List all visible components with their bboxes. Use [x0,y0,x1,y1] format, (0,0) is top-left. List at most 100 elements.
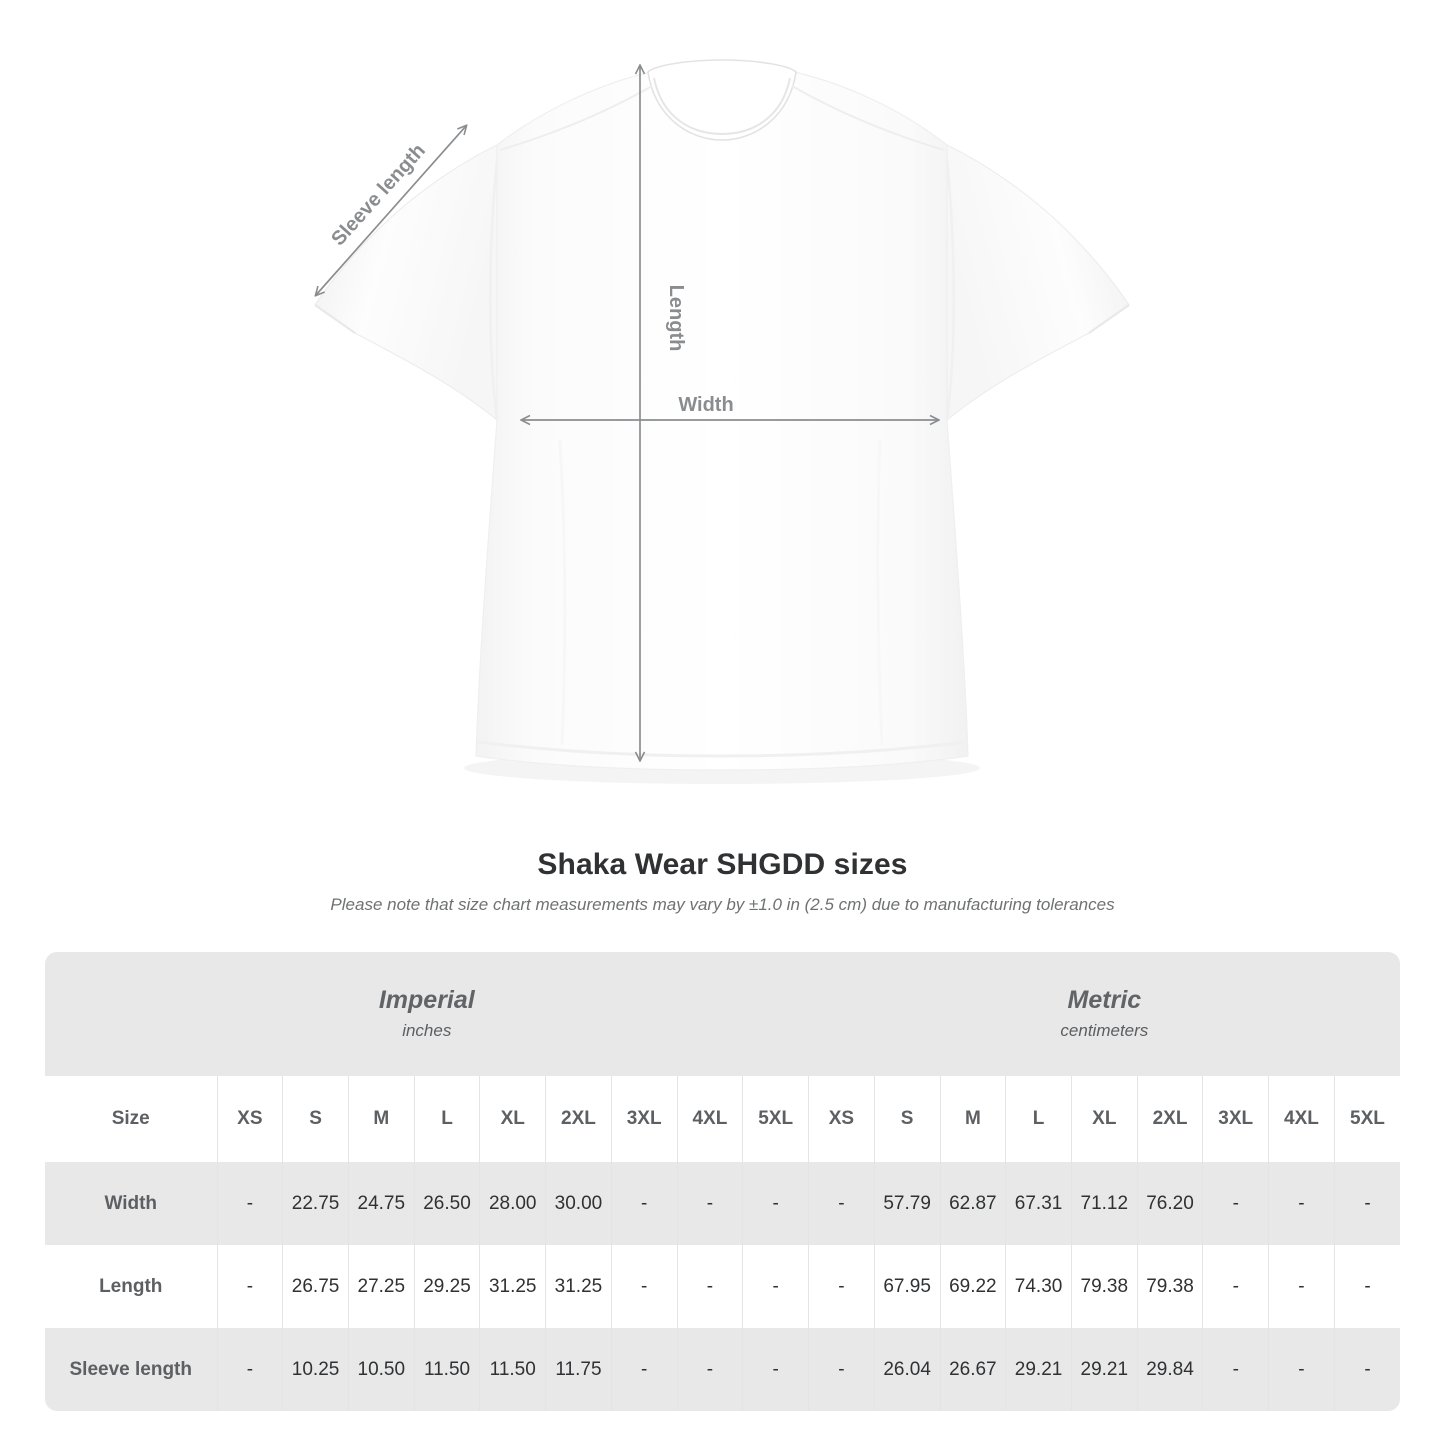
cell-length-metric-xl: 79.38 [1071,1245,1138,1328]
cell-sleeve-length-imperial-3xl: - [611,1328,678,1411]
right-armhole-seam [945,159,955,421]
size-chart-table: Imperial inches Metric centimeters Size XS S M L… [45,952,1401,1411]
row-label-sleeve-length: Sleeve length [45,1328,218,1411]
column-header-imperial-m: M [348,1076,415,1162]
unit-group-name: Metric [1067,986,1142,1014]
size-header-row: Size XS S M L XL 2XL 3XL 4XL 5XL XS S M L XL 2XL 3XL 4XL 5… [45,1076,1401,1162]
tshirt-diagram: Length Width Sleeve length [0,59,1130,784]
cell-sleeve-length-metric-2xl: 29.84 [1137,1328,1204,1411]
cell-sleeve-length-imperial-s: 10.25 [282,1328,349,1411]
column-header-metric-l: L [1005,1076,1072,1162]
cell-length-imperial-m: 27.25 [348,1245,415,1328]
cell-sleeve-length-imperial-2xl: 11.75 [545,1328,612,1411]
measurement-arrows [316,66,938,760]
product-illustration: Length Width Sleeve length [0,59,1130,784]
cell-width-imperial-4xl: - [677,1162,744,1245]
column-header-metric-xs: XS [808,1076,875,1162]
cell-sleeve-length-metric-m: 26.67 [940,1328,1007,1411]
cell-width-imperial-s: 22.75 [282,1162,349,1245]
collar [647,59,797,141]
size-chart-table-container: Imperial inches Metric centimeters Size XS S M L… [45,952,1401,1411]
width-label: Width [678,394,733,416]
unit-group-name: Imperial [378,986,475,1014]
cell-sleeve-length-imperial-xl: 11.50 [479,1328,547,1411]
right-sleeve-hem [1088,304,1130,334]
cell-length-metric-2xl: 79.38 [1137,1245,1204,1328]
cell-width-imperial-m: 24.75 [348,1162,415,1245]
cell-length-metric-3xl: - [1202,1245,1270,1328]
column-header-metric-2xl: 2XL [1137,1076,1204,1162]
column-header-metric-5xl: 5XL [1334,1076,1401,1162]
left-armhole-seam [489,159,499,421]
column-header-metric-s: S [874,1076,941,1162]
column-header-metric-4xl: 4XL [1268,1076,1335,1162]
title-block: Shaka Wear SHGDD sizes Please note that … [0,846,1445,916]
cell-width-metric-5xl: - [1334,1162,1401,1245]
cell-sleeve-length-imperial-m: 10.50 [348,1328,415,1411]
length-label: Length [665,285,687,352]
sleeve-length-arrow [316,126,466,295]
cell-length-imperial-3xl: - [611,1245,678,1328]
collar-inner-line [653,77,791,136]
cell-width-metric-s: 57.79 [874,1162,941,1245]
page-title: Shaka Wear SHGDD sizes [537,848,908,881]
table-row: Sleeve length -10.25 10.50 11.50 11.50 11.75-… [45,1328,1401,1411]
cell-length-metric-s: 67.95 [874,1245,941,1328]
cell-length-imperial-l: 29.25 [414,1245,481,1328]
table-row: Width -22.75 24.75 26.50 28.00 30.00- - - -57.79… [45,1162,1401,1245]
left-sleeve-hem [314,304,356,334]
cell-length-imperial-2xl: 31.25 [545,1245,612,1328]
cell-sleeve-length-imperial-5xl: - [742,1328,810,1411]
cell-length-metric-m: 69.22 [940,1245,1007,1328]
fabric-fold-2 [876,439,884,746]
cell-sleeve-length-metric-xs: - [808,1328,875,1411]
cell-width-metric-3xl: - [1202,1162,1270,1245]
column-header-size: Size [45,1076,218,1162]
cell-width-metric-m: 62.87 [940,1162,1007,1245]
cell-length-metric-5xl: - [1334,1245,1401,1328]
cell-sleeve-length-imperial-xs: - [217,1328,284,1411]
fabric-fold-1 [558,439,567,746]
right-shoulder-seam [791,85,945,151]
unit-group-subtitle: centimeters [1060,1021,1149,1040]
cell-sleeve-length-metric-xl: 29.21 [1071,1328,1138,1411]
column-header-imperial-xl: XL [479,1076,547,1162]
unit-group-imperial: Imperial inches [45,952,809,1076]
unit-banner-row: Imperial inches Metric centimeters [45,952,1401,1076]
cell-sleeve-length-metric-4xl: - [1268,1328,1335,1411]
column-header-metric-m: M [940,1076,1007,1162]
cell-width-metric-4xl: - [1268,1162,1335,1245]
cell-width-metric-l: 67.31 [1005,1162,1072,1245]
cell-sleeve-length-metric-l: 29.21 [1005,1328,1072,1411]
cell-width-imperial-2xl: 30.00 [545,1162,612,1245]
cell-length-imperial-4xl: - [677,1245,744,1328]
cell-sleeve-length-imperial-4xl: - [677,1328,744,1411]
left-sleeve [314,144,498,422]
column-header-imperial-2xl: 2XL [545,1076,612,1162]
cell-length-imperial-s: 26.75 [282,1245,349,1328]
column-header-imperial-l: L [414,1076,481,1162]
row-label-width: Width [45,1162,218,1245]
cell-sleeve-length-metric-3xl: - [1202,1328,1270,1411]
shirt-torso [475,63,969,771]
cell-sleeve-length-metric-s: 26.04 [874,1328,941,1411]
column-header-imperial-s: S [282,1076,349,1162]
cell-length-imperial-xl: 31.25 [479,1245,547,1328]
column-header-imperial-4xl: 4XL [677,1076,744,1162]
cell-length-imperial-xs: - [217,1245,284,1328]
cell-length-metric-l: 74.30 [1005,1245,1072,1328]
cell-sleeve-length-imperial-l: 11.50 [414,1328,481,1411]
cell-length-metric-xs: - [808,1245,875,1328]
cell-width-imperial-3xl: - [611,1162,678,1245]
cell-width-metric-2xl: 76.20 [1137,1162,1204,1245]
right-sleeve [946,144,1130,422]
bottom-hem [477,740,967,758]
cell-length-metric-4xl: - [1268,1245,1335,1328]
column-header-imperial-5xl: 5XL [742,1076,810,1162]
row-label-length: Length [45,1245,218,1328]
cell-width-metric-xs: - [808,1162,875,1245]
cell-width-imperial-xs: - [217,1162,284,1245]
cell-width-metric-xl: 71.12 [1071,1162,1138,1245]
column-header-metric-3xl: 3XL [1202,1076,1270,1162]
cell-width-imperial-l: 26.50 [414,1162,481,1245]
